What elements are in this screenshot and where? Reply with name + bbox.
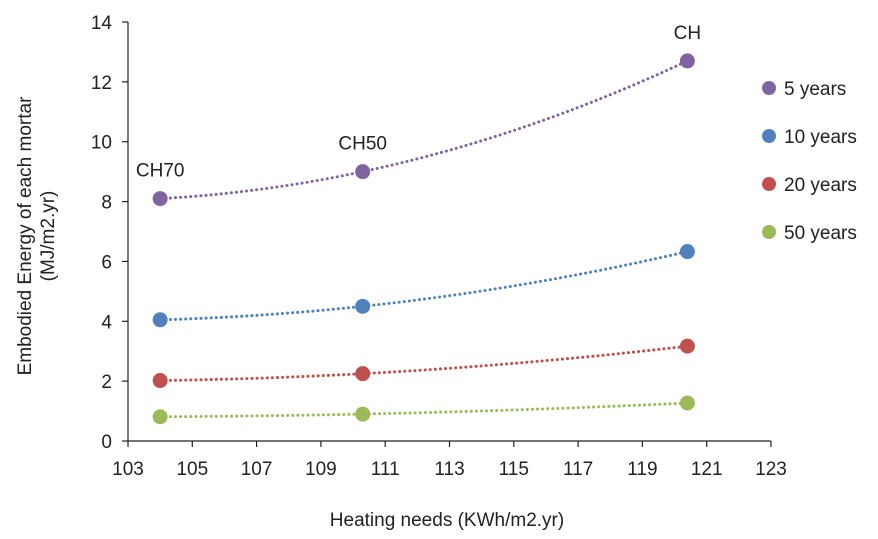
y-tick-label: 2 xyxy=(101,372,112,393)
legend-marker xyxy=(762,129,776,143)
y-ticks: 0 2 4 6 8 10 12 14 xyxy=(91,13,128,453)
legend: 5 years 10 years 20 years 50 years xyxy=(762,79,857,244)
y-axis-title: Embodied Energy of each mortar xyxy=(15,96,36,375)
x-tick-label: 107 xyxy=(241,459,273,480)
data-point xyxy=(355,164,371,180)
data-point xyxy=(152,373,168,389)
data-point xyxy=(679,338,695,354)
legend-marker xyxy=(762,177,776,191)
y-tick-label: 10 xyxy=(91,133,112,154)
point-annotation: CH70 xyxy=(136,161,185,182)
data-point xyxy=(355,366,371,382)
y-axis-unit-group: (MJ/m2.yr) xyxy=(38,191,59,282)
point-annotation: CH xyxy=(674,23,701,44)
x-tick-label: 123 xyxy=(755,459,787,480)
legend-label: 10 years xyxy=(784,127,857,148)
data-point xyxy=(679,244,695,260)
y-tick-label: 6 xyxy=(101,252,112,273)
x-tick-label: 111 xyxy=(371,459,400,480)
point-annotation: CH50 xyxy=(338,134,387,155)
data-point xyxy=(355,298,371,314)
y-axis-unit: (MJ/m2.yr) xyxy=(38,191,59,282)
y-axis-title-group: Embodied Energy of each mortar xyxy=(15,96,36,375)
x-ticks: 103 105 107 109 111 113 115 117 119 121 123 xyxy=(112,441,787,480)
data-point xyxy=(679,395,695,411)
data-point xyxy=(152,312,168,328)
trendline-series-1 xyxy=(158,250,689,322)
data-point xyxy=(152,191,168,207)
x-axis-title: Heating needs (KWh/m2.yr) xyxy=(330,510,564,531)
trendline-series-0 xyxy=(158,59,689,201)
data-point xyxy=(355,406,371,422)
x-tick-label: 103 xyxy=(112,459,144,480)
data-point xyxy=(679,53,695,69)
x-tick-label: 119 xyxy=(627,459,657,480)
y-tick-label: 0 xyxy=(101,432,112,453)
legend-label: 50 years xyxy=(784,223,857,244)
legend-label: 5 years xyxy=(784,79,846,100)
y-tick-label: 4 xyxy=(101,312,112,333)
y-tick-label: 12 xyxy=(91,73,112,94)
legend-marker xyxy=(762,225,776,239)
y-tick-label: 8 xyxy=(101,193,112,214)
point-annotations: CH70 CH50 CH xyxy=(136,23,701,182)
x-tick-label: 115 xyxy=(499,459,529,480)
axes xyxy=(127,22,771,442)
trendlines xyxy=(158,59,689,419)
legend-marker xyxy=(762,81,776,95)
trendline-series-3 xyxy=(158,401,689,419)
y-tick-label: 14 xyxy=(91,13,113,34)
x-tick-label: 113 xyxy=(434,459,464,480)
x-tick-label: 105 xyxy=(176,459,208,480)
x-tick-label: 117 xyxy=(563,459,593,480)
trendline-series-2 xyxy=(158,344,689,383)
data-points xyxy=(152,53,695,425)
x-tick-label: 109 xyxy=(305,459,337,480)
legend-label: 20 years xyxy=(784,175,857,196)
data-point xyxy=(152,409,168,425)
x-tick-label: 121 xyxy=(691,459,723,480)
